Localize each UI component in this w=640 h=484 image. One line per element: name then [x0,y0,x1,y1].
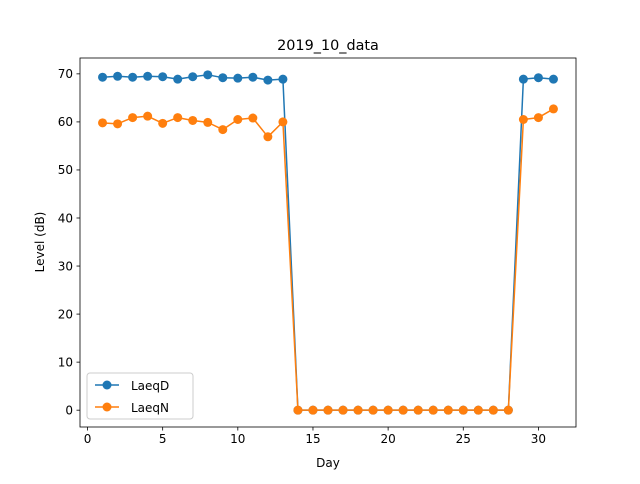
data-point-laeqn [263,132,273,142]
data-point-laeqd [188,72,198,82]
data-point-laeqn [443,405,453,415]
series-laeqn [98,104,558,415]
data-point-laeqn [278,117,288,127]
y-tick-label: 70 [58,67,73,81]
data-point-laeqn [353,405,363,415]
x-tick-label: 25 [456,432,471,446]
data-point-laeqn [458,405,468,415]
x-tick-label: 30 [531,432,546,446]
data-point-laeqd [158,72,168,82]
y-tick-label: 20 [58,307,73,321]
x-tick-label: 10 [230,432,245,446]
data-point-laeqn [308,405,318,415]
data-point-laeqn [488,405,498,415]
x-tick-label: 5 [159,432,167,446]
data-point-laeqd [203,70,213,80]
x-axis-label: Day [316,456,340,470]
data-point-laeqn [173,113,183,123]
y-tick-label: 30 [58,259,73,273]
legend-label-laeqn: LaeqN [131,401,169,415]
data-point-laeqn [398,405,408,415]
data-point-laeqd [278,74,288,84]
data-point-laeqn [533,113,543,123]
data-point-laeqd [518,74,528,84]
data-point-laeqd [143,71,153,81]
data-point-laeqn [338,405,348,415]
y-tick-label: 60 [58,115,73,129]
data-point-laeqd [263,75,273,85]
legend-marker-laeqn [102,402,112,412]
data-point-laeqn [428,405,438,415]
data-point-laeqn [113,119,123,129]
legend: LaeqD LaeqN [86,372,194,420]
data-point-laeqn [128,113,138,123]
data-point-laeqn [368,405,378,415]
y-tick-label: 40 [58,211,73,225]
plot-frame [79,57,577,428]
data-point-laeqd [248,72,258,82]
data-point-laeqn [473,405,483,415]
data-point-laeqn [548,104,558,114]
legend-label-laeqd: LaeqD [131,379,169,393]
x-tick-label: 0 [84,432,92,446]
chart-title: 2019_10_data [277,38,379,54]
data-point-laeqd [128,72,138,82]
data-point-laeqn [383,405,393,415]
data-point-laeqn [413,405,423,415]
legend-marker-laeqd [102,380,112,390]
x-axis-ticks: 0 5 10 15 20 25 30 [84,427,546,446]
series-layer [98,70,558,415]
data-point-laeqd [173,74,183,84]
data-point-laeqd [98,72,108,82]
data-point-laeqn [188,115,198,125]
data-point-laeqn [98,118,108,128]
y-axis-label: Level (dB) [33,212,47,273]
data-point-laeqn [143,111,153,121]
y-tick-label: 50 [58,163,73,177]
x-tick-label: 20 [380,432,395,446]
data-point-laeqn [503,405,513,415]
data-point-laeqd [233,73,243,83]
y-tick-label: 0 [65,403,73,417]
data-point-laeqd [218,73,228,83]
data-point-laeqn [518,115,528,124]
data-point-laeqn [293,405,303,415]
y-axis-ticks: 0 10 20 30 40 50 60 70 [58,67,80,417]
data-point-laeqn [203,117,213,127]
x-tick-label: 15 [305,432,320,446]
data-point-laeqn [233,115,243,124]
data-point-laeqn [218,125,228,135]
data-point-laeqn [323,405,333,415]
data-point-laeqd [548,74,558,84]
plot-area [80,58,576,427]
data-point-laeqd [533,73,543,83]
data-point-laeqn [158,118,168,128]
data-point-laeqd [113,71,123,81]
data-point-laeqn [248,113,258,123]
y-tick-label: 10 [58,355,73,369]
